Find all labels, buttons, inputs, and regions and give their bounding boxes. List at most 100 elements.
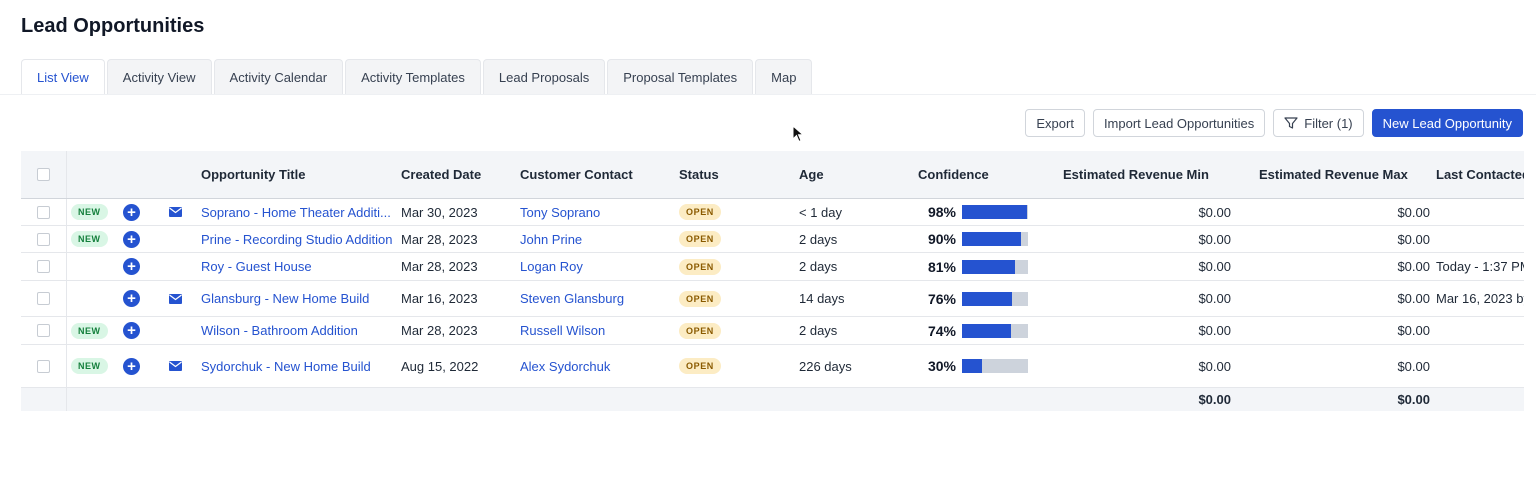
export-button-label: Export [1036,115,1074,131]
customer-contact-link[interactable]: Russell Wilson [520,323,606,338]
created-date: Mar 16, 2023 [401,291,478,306]
confidence-bar-fill [962,205,1027,219]
filter-button[interactable]: Filter (1) [1273,109,1364,137]
tab-map[interactable]: Map [755,59,813,95]
customer-contact-link[interactable]: Logan Roy [520,259,583,274]
confidence-bar-fill [962,359,982,373]
col-header-status[interactable]: Status [679,167,719,182]
confidence-cell: 30% [918,345,1048,387]
col-header-contact[interactable]: Customer Contact [520,167,633,182]
import-button[interactable]: Import Lead Opportunities [1092,109,1266,137]
row-checkbox[interactable] [37,205,50,219]
row-checkbox[interactable] [37,324,50,337]
col-header-last-contacted[interactable]: Last Contacted [1436,167,1524,182]
table-row[interactable]: NEW + Soprano - Home Theater Additi... Mar … [21,199,1524,226]
col-header-rev-min[interactable]: Estimated Revenue Min [1063,167,1209,182]
col-header-age[interactable]: Age [799,167,824,182]
customer-contact-link[interactable]: John Prine [520,231,583,247]
table-row[interactable]: + Roy - Guest House Mar 28, 2023 Logan Roy O… [21,253,1524,281]
created-date: Mar 28, 2023 [401,259,478,274]
last-contacted [1436,317,1524,344]
tab-proposal-templates[interactable]: Proposal Templates [607,59,754,95]
age: 226 days [799,358,852,374]
customer-contact-link[interactable]: Tony Soprano [520,204,601,220]
confidence-bar [962,259,1028,274]
status-badge: OPEN [679,290,721,307]
opportunities-table: Opportunity Title Created Date Customer … [21,151,1524,411]
status-cell: OPEN [679,199,779,225]
row-checkbox[interactable] [37,292,50,305]
opportunity-title-link[interactable]: Wilson - Bathroom Addition [201,323,358,338]
last-contacted [1436,345,1524,387]
total-rev-max: $0.00 [1397,392,1430,407]
add-activity-icon[interactable]: + [123,230,140,248]
col-header-title[interactable]: Opportunity Title [201,167,306,182]
confidence-bar [962,205,1028,219]
tab-activity-templates[interactable]: Activity Templates [345,59,481,95]
table-row[interactable]: NEW + Prine - Recording Studio Addition Mar… [21,226,1524,253]
opportunity-title-link[interactable]: Sydorchuk - New Home Build [201,358,371,374]
add-activity-icon[interactable]: + [123,290,140,307]
page-title: Lead Opportunities [21,15,205,37]
age: 14 days [799,291,845,306]
confidence-bar-fill [962,232,1021,246]
tab-activity-calendar[interactable]: Activity Calendar [213,59,344,95]
rev-min: $0.00 [1198,259,1231,274]
filter-button-label: Filter (1) [1304,115,1353,131]
rev-max: $0.00 [1397,259,1430,274]
new-cell: NEW [71,317,121,344]
row-check-cell [21,317,67,344]
add-cell: + [123,281,143,316]
customer-contact-link[interactable]: Alex Sydorchuk [520,358,611,374]
add-activity-icon[interactable]: + [123,322,140,339]
new-cell: NEW [71,345,121,387]
select-all-checkbox[interactable] [37,168,50,181]
status-cell: OPEN [679,345,779,387]
tab-lead-proposals[interactable]: Lead Proposals [482,59,606,95]
col-header-created[interactable]: Created Date [401,167,482,182]
table-row[interactable]: + Glansburg - New Home Build Mar 16, 2023 S… [21,281,1524,317]
add-activity-icon[interactable]: + [123,258,140,275]
rev-min: $0.00 [1198,231,1231,247]
table-header: Opportunity Title Created Date Customer … [21,151,1524,199]
mail-icon[interactable] [169,361,182,371]
mail-icon[interactable] [169,207,182,217]
opportunity-title-link[interactable]: Prine - Recording Studio Addition [201,231,393,247]
row-checkbox[interactable] [37,359,50,373]
status-cell: OPEN [679,281,779,316]
confidence-percent: 74% [927,322,956,339]
confidence-cell: 74% [918,317,1048,344]
confidence-bar [962,232,1028,246]
rev-min: $0.00 [1198,323,1231,338]
col-header-rev-max[interactable]: Estimated Revenue Max [1259,167,1408,182]
rev-min: $0.00 [1198,358,1231,374]
age: < 1 day [799,204,843,220]
status-cell: OPEN [679,226,779,252]
new-cell: NEW [71,226,121,252]
mail-icon[interactable] [169,293,182,304]
new-lead-opportunity-button[interactable]: New Lead Opportunity [1371,109,1523,137]
table-row[interactable]: NEW + Sydorchuk - New Home Build Aug 15, 20… [21,345,1524,388]
tab-activity-view[interactable]: Activity View [106,59,212,95]
mail-cell [169,345,183,387]
add-activity-icon[interactable]: + [123,357,140,375]
confidence-percent: 76% [927,290,956,307]
new-lead-opportunity-label: New Lead Opportunity [1382,115,1512,131]
row-checkbox[interactable] [37,260,50,273]
customer-contact-link[interactable]: Steven Glansburg [520,291,625,306]
col-header-confidence[interactable]: Confidence [918,167,989,182]
table-row[interactable]: NEW + Wilson - Bathroom Addition Mar 28, 20… [21,317,1524,345]
opportunity-title-link[interactable]: Roy - Guest House [201,259,312,274]
opportunity-title-link[interactable]: Glansburg - New Home Build [201,291,370,306]
rev-max: $0.00 [1397,291,1430,306]
opportunity-title-link[interactable]: Soprano - Home Theater Additi... [201,204,391,220]
row-check-cell [21,199,67,225]
confidence-cell: 81% [918,253,1048,280]
toolbar: Export Import Lead Opportunities Filter … [1025,109,1523,137]
table-totals-row: $0.00 $0.00 [21,388,1524,411]
export-button[interactable]: Export [1025,109,1085,137]
confidence-cell: 90% [918,226,1048,252]
row-checkbox[interactable] [37,232,50,246]
add-activity-icon[interactable]: + [123,203,140,221]
tab-list-view[interactable]: List View [21,59,105,95]
